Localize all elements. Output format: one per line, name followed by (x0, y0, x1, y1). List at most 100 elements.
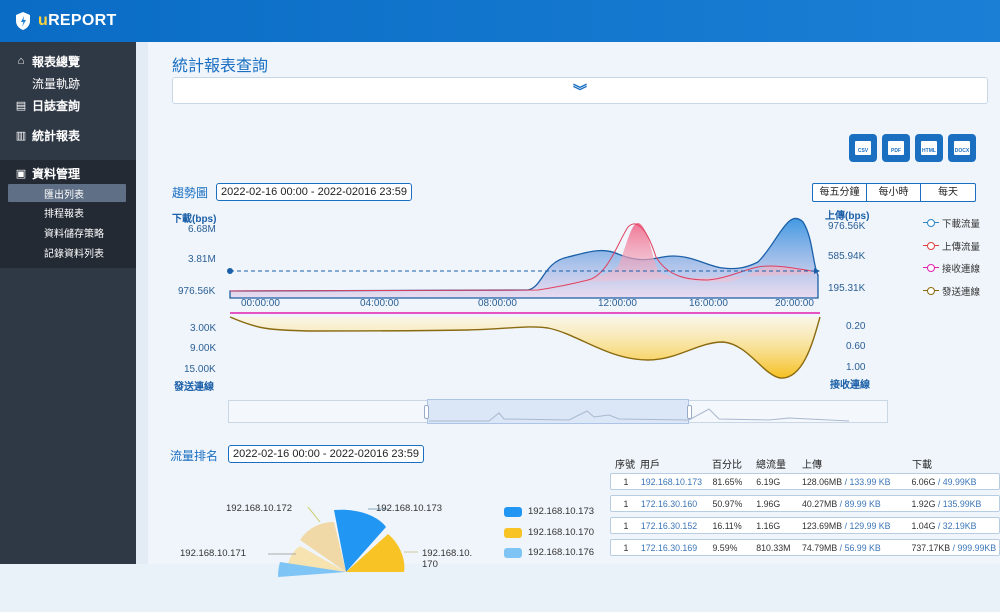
left-tick-1: 6.68M (188, 224, 216, 235)
col-total[interactable]: 總流量 (756, 459, 786, 471)
legend-swatch-icon (504, 506, 522, 517)
lower-left-tick-2: 9.00K (190, 343, 217, 354)
sidebar-item-log-query[interactable]: ▤ 日誌查詢 (15, 98, 81, 113)
time-tick-3: 12:00:00 (598, 298, 637, 309)
sidebar-item-data-mgmt[interactable]: ▣ 資料管理 (15, 166, 81, 181)
col-user[interactable]: 用戶 (640, 459, 660, 471)
legend-upload[interactable]: 上傳流量 (923, 235, 980, 258)
legend-send-conn[interactable]: 發送連線 (923, 280, 980, 303)
cell-percent: 16.11% (712, 520, 742, 531)
docx-icon: DOCX (954, 141, 970, 155)
right-axis-title: 上傳(bps) (825, 211, 870, 222)
sidebar-item-schedule[interactable]: 排程報表 (44, 208, 84, 220)
pdf-icon: PDF (888, 141, 904, 155)
legend-swatch-icon (504, 527, 522, 538)
table-row[interactable]: 1 172.16.30.169 9.59% 810.33M 74.79MB / 56.9… (610, 539, 1000, 556)
trend-legend: 下載流量 上傳流量 接收連線 發送連線 (923, 212, 980, 302)
pie-slice-173 (334, 509, 386, 572)
send-conn-line (229, 316, 821, 379)
cell-total: 1.16G (756, 520, 781, 531)
time-tick-2: 08:00:00 (478, 298, 517, 309)
app-brand[interactable]: uREPORT (38, 12, 117, 29)
pie-leader-line-172 (307, 506, 321, 523)
cell-percent: 50.97% (712, 498, 743, 509)
ranking-date-range[interactable]: 2022-02-16 00:00 - 2022-02016 23:59 (228, 445, 424, 463)
sidebar-item-storage-policy[interactable]: 資料儲存策略 (44, 228, 104, 240)
cell-total: 810.33M (756, 542, 791, 553)
pie-legend-176[interactable]: 192.168.10.176 (504, 547, 594, 558)
export-html-button[interactable]: HTML (915, 134, 943, 162)
range-scroller[interactable] (228, 399, 888, 424)
cell-total: 6.19G (756, 476, 781, 487)
range-handle-left[interactable] (424, 405, 429, 419)
interval-selector: 每五分鐘 每小時 每天 (812, 183, 976, 202)
top-bar: uREPORT (0, 0, 1000, 42)
filter-toggle-bar[interactable]: ︾ (172, 77, 988, 104)
table-row[interactable]: 1 172.16.30.152 16.11% 1.16G 123.69MB / 129.… (610, 517, 1000, 534)
left-tick-3: 976.56K (178, 286, 216, 297)
pie-label-170: 192.168.10. 170 (422, 548, 473, 570)
range-sparkline (429, 408, 850, 422)
home-icon: ⌂ (17, 55, 25, 67)
cell-total: 1.96G (756, 498, 781, 509)
left-tick-2: 3.81M (188, 254, 216, 265)
trend-date-range[interactable]: 2022-02-16 00:00 - 2022-02016 23:59 (216, 183, 412, 201)
time-tick-0: 00:00:00 (241, 298, 280, 309)
legend-marker-icon (923, 219, 939, 228)
sidebar-item-stats-report[interactable]: ▥ 統計報表 (15, 128, 81, 143)
col-download[interactable]: 下載 (912, 459, 932, 471)
col-percent[interactable]: 百分比 (712, 459, 742, 471)
legend-marker-icon (923, 241, 939, 250)
legend-download[interactable]: 下載流量 (923, 212, 980, 235)
pie-legend-173[interactable]: 192.168.10.173 (504, 506, 594, 517)
page-title: 統計報表查詢 (172, 58, 269, 75)
sidebar-item-export-list[interactable]: 匯出列表 (8, 184, 126, 202)
pie-legend-170[interactable]: 192.168.10.170 (504, 527, 594, 538)
cell-user[interactable]: 172.16.30.152 (640, 520, 698, 531)
cell-percent: 9.59% (712, 542, 738, 553)
cell-upload: 123.69MB / 129.99 KB (802, 520, 891, 531)
table-row[interactable]: 1 172.16.30.160 50.97% 1.96G 40.27MB / 89.99… (610, 495, 1000, 512)
trend-label: 趨勢圖 (172, 186, 209, 200)
send-conn-area (230, 317, 820, 379)
range-handle-right[interactable] (687, 405, 692, 419)
legend-swatch-icon (504, 547, 522, 558)
cell-upload: 74.79MB / 56.99 KB (802, 542, 881, 553)
lower-right-tick-3: 1.00 (846, 362, 866, 373)
cell-percent: 81.65% (712, 476, 743, 487)
sidebar-item-traffic[interactable]: 流量軌跡 (32, 76, 81, 91)
cell-index: 1 (623, 542, 629, 553)
col-upload[interactable]: 上傳 (802, 459, 822, 471)
interval-5min-button[interactable]: 每五分鐘 (813, 184, 867, 201)
table-row[interactable]: 1 192.168.10.173 81.65% 6.19G 128.06MB / 133… (610, 473, 1000, 490)
legend-recv-conn[interactable]: 接收連線 (923, 257, 980, 280)
left-axis-title: 下載(bps) (172, 214, 217, 225)
legend-marker-icon (923, 286, 939, 295)
download-area (229, 217, 819, 299)
cell-upload: 128.06MB / 133.99 KB (802, 476, 891, 487)
right-tick-2: 585.94K (828, 251, 866, 262)
cell-user[interactable]: 192.168.10.173 (640, 476, 702, 487)
cell-upload: 40.27MB / 89.99 KB (802, 498, 881, 509)
cell-index: 1 (623, 498, 629, 509)
interval-hourly-button[interactable]: 每小時 (867, 184, 921, 201)
cell-download: 6.06G / 49.99KB (911, 476, 977, 487)
export-csv-button[interactable]: CSV (849, 134, 877, 162)
export-pdf-button[interactable]: PDF (882, 134, 910, 162)
lower-left-tick-3: 15.00K (184, 364, 216, 375)
time-tick-1: 04:00:00 (360, 298, 399, 309)
right-tick-3: 195.31K (828, 283, 866, 294)
chevron-double-down-icon: ︾ (573, 82, 587, 99)
export-docx-button[interactable]: DOCX (948, 134, 976, 162)
lower-left-title: 發送連線 (174, 382, 214, 393)
database-icon: ▣ (15, 167, 27, 180)
cell-index: 1 (623, 520, 629, 531)
cell-download: 737.17KB / 999.99KB (911, 542, 997, 553)
interval-daily-button[interactable]: 每天 (938, 187, 958, 198)
sidebar-item-overview[interactable]: ⌂ 報表總覽 (0, 50, 136, 72)
cell-user[interactable]: 172.16.30.160 (640, 498, 698, 509)
cell-download: 1.04G / 32.19KB (911, 520, 977, 531)
cell-user[interactable]: 172.16.30.169 (640, 542, 698, 553)
sidebar-item-record-list[interactable]: 記錄資料列表 (44, 248, 104, 260)
col-index[interactable]: 序號 (615, 459, 635, 471)
